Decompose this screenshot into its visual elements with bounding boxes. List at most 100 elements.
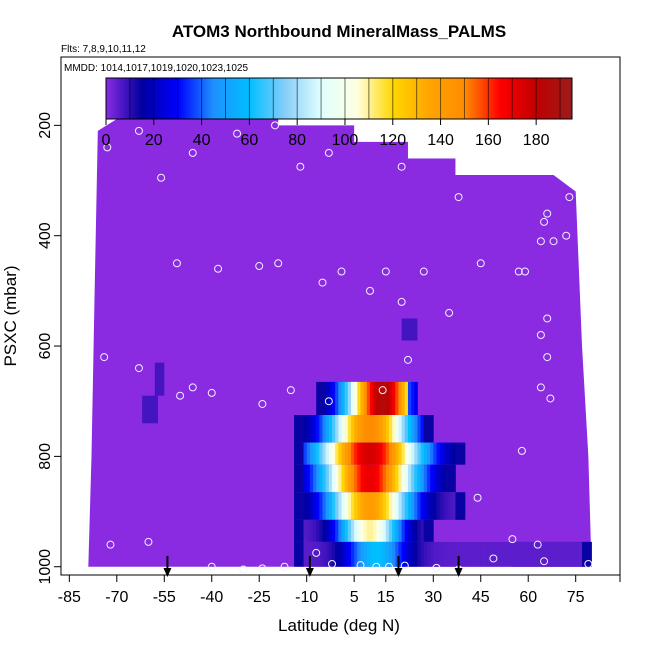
plume-cell: [316, 519, 320, 542]
plume-cell: [436, 541, 441, 567]
sample-point: [255, 262, 264, 271]
plume-cell: [452, 464, 456, 493]
plume-cell: [392, 415, 396, 443]
sample-point: [473, 493, 482, 502]
sample-point: [258, 399, 267, 408]
plume-cell: [436, 442, 441, 465]
plume-cell: [407, 519, 412, 542]
plume-cell: [376, 464, 380, 493]
plume-cell: [401, 442, 406, 465]
plume-cell: [360, 381, 365, 415]
flights-label: Flts: 7,8,9,10,11,12: [61, 44, 146, 55]
plume-cell: [297, 519, 301, 542]
x-axis: -85 -70 -55 -40 -25 -10 5 15 30 45 60 75: [58, 575, 621, 606]
arrow-head: [394, 568, 403, 577]
plume-cell: [382, 381, 387, 415]
plume-cell: [303, 464, 308, 493]
plume-cell: [407, 381, 412, 415]
plume-cell: [313, 415, 317, 443]
plume-cell: [303, 541, 308, 567]
plume-cell: [369, 442, 374, 465]
sample-point: [476, 259, 485, 268]
plume-cell: [354, 464, 358, 493]
plume-cell: [363, 492, 368, 520]
plume-cell: [382, 442, 387, 465]
plume-cell: [357, 415, 361, 443]
colorbar-border: [105, 77, 573, 120]
plume-cell: [388, 381, 393, 415]
plume-cell: [407, 464, 412, 493]
sample-point: [214, 264, 223, 273]
plume-cell: [306, 415, 311, 443]
sample-point: [378, 386, 387, 395]
sample-point: [239, 565, 248, 574]
plume-cell: [322, 464, 327, 493]
plume-cell: [350, 519, 355, 542]
plume-cell: [480, 541, 485, 567]
colorbar-tick-label: 80: [288, 132, 306, 149]
plume-cell: [559, 541, 564, 567]
plume-cell: [433, 442, 437, 465]
plume-cell: [369, 492, 374, 520]
plume-cell: [309, 442, 314, 465]
sample-point: [584, 559, 593, 568]
plume-cell: [328, 464, 333, 493]
plume-cell: [439, 464, 444, 493]
sample-point: [397, 297, 406, 306]
plume-cell: [332, 519, 336, 542]
plume-cell: [357, 381, 361, 415]
plume-cell: [373, 415, 377, 443]
plume-cell: [363, 415, 368, 443]
plume-cell: [433, 464, 437, 493]
sample-point: [157, 173, 166, 182]
plume-cell: [423, 541, 428, 567]
plume-cell: [338, 415, 342, 443]
plume-cell: [395, 381, 399, 415]
plume-cell: [300, 519, 304, 542]
plume-cell: [373, 492, 377, 520]
plume-cell: [363, 519, 368, 542]
plume-cell: [297, 492, 301, 520]
plume-cell: [474, 541, 478, 567]
plume-cell: [477, 541, 482, 567]
plume-cell: [540, 541, 545, 567]
plume-cell: [417, 519, 422, 542]
plume-cell: [313, 442, 317, 465]
plume-cell: [341, 541, 346, 567]
plume-cell: [414, 442, 418, 465]
plume-cell: [350, 381, 355, 415]
colorbar-fill: [106, 78, 572, 119]
plume-cell: [369, 381, 374, 415]
plume-cell: [338, 519, 342, 542]
plume-cell: [442, 541, 447, 567]
plume-cell: [423, 492, 428, 520]
plume-cell: [464, 541, 469, 567]
plume-cell: [445, 464, 450, 493]
sample-point: [176, 391, 185, 400]
plume-cell: [395, 541, 399, 567]
plume-cell: [294, 464, 298, 493]
plume-cell: [385, 464, 390, 493]
colorbar-tick-label: 160: [475, 132, 502, 149]
plume-cell: [373, 464, 377, 493]
plume-cell: [347, 519, 352, 542]
plume-cell: [294, 442, 298, 465]
sample-point: [318, 278, 327, 287]
sample-point: [546, 394, 555, 403]
plume-cell: [395, 442, 399, 465]
plume-cell: [566, 541, 570, 567]
x-tick-label: 75: [567, 589, 585, 606]
plume-cell: [382, 492, 387, 520]
plume-layer: [294, 519, 434, 542]
sample-point: [543, 314, 552, 323]
plume-cell: [344, 415, 349, 443]
plume-cell: [309, 541, 314, 567]
y-axis-label: PSXC (mbar): [1, 265, 20, 366]
plume-cell: [332, 492, 336, 520]
arrow-head: [454, 568, 463, 577]
x-tick-label: -25: [248, 589, 271, 606]
plume-cell: [471, 541, 475, 567]
plume-cell: [325, 464, 330, 493]
plume-cell: [445, 442, 450, 465]
plume-cell: [483, 541, 488, 567]
